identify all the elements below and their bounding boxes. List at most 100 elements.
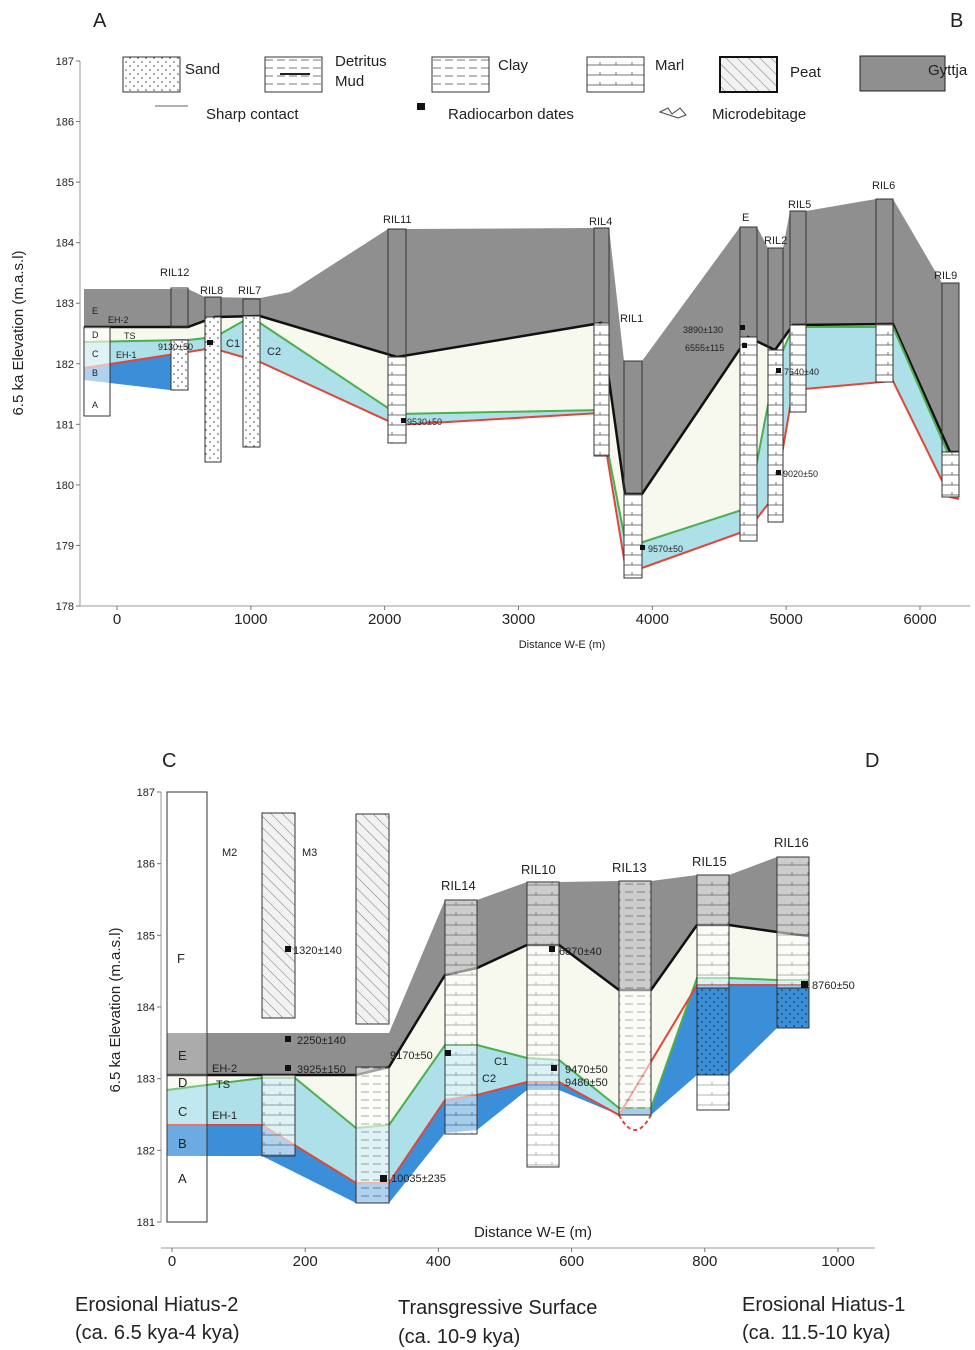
- x-tick-label: 6000: [903, 611, 936, 628]
- legend-label: Sharp contact: [206, 106, 299, 123]
- legend-swatch: [432, 57, 489, 92]
- unit-label: C1: [494, 1056, 508, 1068]
- core: [619, 881, 651, 1115]
- x-tick-label: 5000: [769, 611, 802, 628]
- legend-label: Clay: [498, 57, 529, 74]
- core: [942, 452, 959, 497]
- y-tick-label: 183: [56, 298, 74, 310]
- unit-label: TS: [216, 1079, 230, 1091]
- core-label: RIL11: [383, 214, 412, 226]
- core-label: E: [742, 212, 749, 224]
- core-label: RIL6: [872, 180, 895, 192]
- date-label: 1320±140: [293, 945, 342, 957]
- core: [356, 814, 389, 1024]
- x-tick-label: 200: [293, 1253, 318, 1270]
- unit-label: F: [177, 951, 185, 966]
- legend-swatch: [587, 57, 644, 92]
- core-label: RIL15: [692, 854, 727, 869]
- x-tick-label: 600: [559, 1253, 584, 1270]
- legend-swatch: [720, 57, 777, 92]
- unit-label: EH-1: [212, 1110, 237, 1122]
- caption: Transgressive Surface: [398, 1297, 597, 1319]
- caption: (ca. 11.5-10 kya): [742, 1322, 891, 1344]
- legend-swatch: [417, 103, 425, 110]
- core-label: RIL14: [441, 878, 476, 893]
- core-label: RIL4: [589, 216, 612, 228]
- figure: A B Sand Detritus Mud Clay Marl Peat Gyt…: [0, 0, 975, 1350]
- y-tick-label: 186: [56, 117, 74, 129]
- x-tick-label: 400: [426, 1253, 451, 1270]
- caption: Erosional Hiatus-2: [75, 1294, 238, 1316]
- x-tick-label: 1000: [821, 1253, 854, 1270]
- core: [697, 988, 729, 1075]
- y-tick-label: 181: [56, 419, 74, 431]
- bottom-panel: C D M2 M3 RIL14 RIL10 RIL13 RIL15 RIL16 …: [107, 750, 879, 1270]
- x-tick-label: 4000: [636, 611, 669, 628]
- core: [388, 357, 406, 443]
- unit-label: EH-1: [116, 350, 137, 360]
- y-tick-label: 179: [56, 540, 74, 552]
- core: [445, 900, 477, 1134]
- legend-label: Microdebitage: [712, 106, 806, 123]
- y-tick-label: 186: [137, 859, 155, 871]
- core: [876, 324, 893, 382]
- panel-label: D: [865, 750, 879, 772]
- x-tick-label: 800: [692, 1253, 717, 1270]
- date-label: 6555±115: [685, 343, 724, 353]
- unit-label: C1: [226, 338, 240, 350]
- legend-swatch: [123, 57, 180, 92]
- unit-label: TS: [124, 331, 136, 341]
- core: [262, 1075, 295, 1156]
- core: [777, 988, 809, 1028]
- unit-label: C2: [267, 346, 281, 358]
- legend-label: Mud: [335, 73, 364, 90]
- date-label: 2250±140: [297, 1035, 346, 1047]
- core: [624, 494, 642, 578]
- date-label: 9130±50: [158, 342, 193, 352]
- legend-icon: [660, 108, 686, 118]
- legend-label: Marl: [655, 57, 684, 74]
- core: [205, 317, 221, 462]
- core: [167, 792, 207, 1222]
- core: [527, 882, 559, 1167]
- core-label: RIL8: [200, 285, 223, 297]
- date-label: 10035±235: [391, 1173, 446, 1185]
- unit-label: C: [92, 349, 99, 359]
- caption: (ca. 6.5 kya-4 kya): [75, 1322, 240, 1344]
- y-tick-label: 181: [137, 1217, 155, 1229]
- y-tick-label: 180: [56, 480, 74, 492]
- x-tick-label: 3000: [502, 611, 535, 628]
- date-label: 3925±150: [297, 1064, 346, 1076]
- unit-label: EH-2: [212, 1063, 237, 1075]
- unit-label: E: [178, 1048, 187, 1063]
- unit-label: C2: [482, 1073, 496, 1085]
- panel-label: B: [950, 10, 963, 32]
- caption: Erosional Hiatus-1: [742, 1294, 905, 1316]
- top-panel: A B Sand Detritus Mud Clay Marl Peat Gyt…: [10, 10, 970, 651]
- unit-label: D: [92, 330, 99, 340]
- core: [768, 350, 783, 522]
- y-tick-label: 182: [56, 359, 74, 371]
- core-label: RIL12: [160, 267, 189, 279]
- y-tick-label: 184: [56, 238, 74, 250]
- unit-label: C: [178, 1104, 187, 1119]
- eh1-contact: [619, 1115, 651, 1130]
- unit-label: D: [178, 1075, 187, 1090]
- date-label: 9170±50: [390, 1050, 433, 1062]
- core-label: RIL1: [620, 313, 643, 325]
- date-label: 3890±130: [683, 325, 723, 335]
- y-tick-label: 183: [137, 1074, 155, 1086]
- legend-label: Radiocarbon dates: [448, 106, 574, 123]
- caption: (ca. 10-9 kya): [398, 1326, 520, 1348]
- y-axis-label: 6.5 ka Elevation (m.a.s.l): [10, 250, 27, 415]
- date-label: 7640±40: [784, 367, 819, 377]
- core-label: RIL5: [788, 199, 811, 211]
- unit-label: E: [92, 306, 98, 316]
- x-tick-label: 0: [113, 611, 121, 628]
- panel-label: A: [93, 10, 107, 32]
- y-tick-label: 178: [56, 601, 74, 613]
- unit-label: EH-2: [108, 315, 129, 325]
- panel-label: C: [162, 750, 176, 772]
- column-label: M2: [222, 847, 237, 859]
- date-label: 9480±50: [565, 1077, 608, 1089]
